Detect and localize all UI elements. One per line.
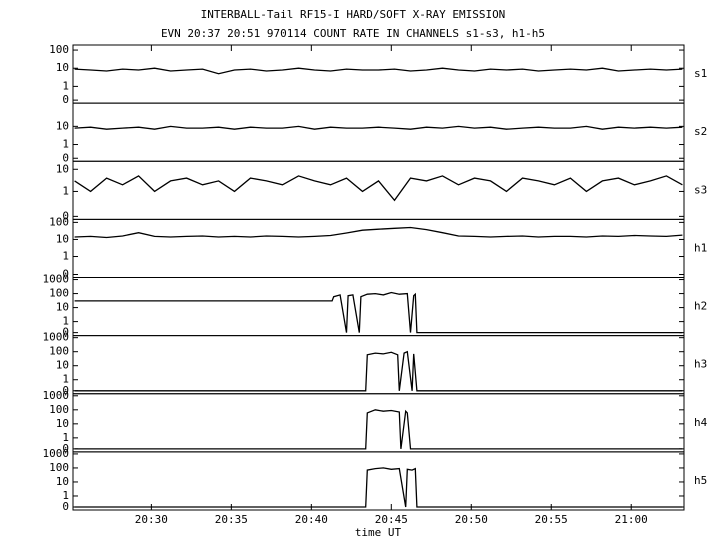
y-tick-label: 0 <box>62 93 69 106</box>
y-tick-label: 100 <box>49 43 69 56</box>
x-tick-label: 20:30 <box>135 513 168 526</box>
panel-label: s2 <box>694 125 707 138</box>
x-tick-label: 20:45 <box>375 513 408 526</box>
x-tick-label: 21:00 <box>615 513 648 526</box>
data-line <box>74 409 683 450</box>
y-tick-label: 1 <box>62 431 69 444</box>
y-tick-label: 1000 <box>43 447 70 460</box>
y-tick-label: 1000 <box>43 389 70 402</box>
y-tick-label: 1 <box>62 373 69 386</box>
panel-label: h2 <box>694 300 707 313</box>
y-tick-label: 10 <box>56 162 69 175</box>
data-line <box>74 125 683 130</box>
y-tick-label: 1 <box>62 184 69 197</box>
data-line <box>74 350 683 392</box>
y-tick-label: 100 <box>49 403 69 416</box>
y-tick-label: 0 <box>62 326 69 339</box>
y-tick-label: 100 <box>49 345 69 358</box>
y-tick-label: 1 <box>62 250 69 263</box>
y-tick-label: 1 <box>62 315 69 328</box>
panel-label: s1 <box>694 67 707 80</box>
y-tick-label: 10 <box>56 61 69 74</box>
x-tick-label: 20:50 <box>455 513 488 526</box>
chart-title: INTERBALL-Tail RF15-I HARD/SOFT X-RAY EM… <box>201 8 506 21</box>
panel-frame <box>72 451 685 511</box>
data-line <box>74 226 683 239</box>
x-tick-label: 20:40 <box>295 513 328 526</box>
y-tick-label: 100 <box>49 215 69 228</box>
y-tick-label: 10 <box>56 119 69 132</box>
x-tick-label: 20:55 <box>535 513 568 526</box>
panel-label: h4 <box>694 416 708 429</box>
panel-label: h5 <box>694 474 707 487</box>
y-tick-label: 100 <box>49 287 69 300</box>
x-tick-label: 20:35 <box>215 513 248 526</box>
y-tick-label: 0 <box>62 500 69 513</box>
y-tick-label: 1000 <box>43 273 70 286</box>
data-line <box>74 175 683 202</box>
y-tick-label: 0 <box>62 209 69 222</box>
y-tick-label: 1 <box>62 79 69 92</box>
y-tick-label: 1 <box>62 138 69 151</box>
y-tick-label: 10 <box>56 475 69 488</box>
panel-label: h3 <box>694 358 707 371</box>
x-axis-label: time UT <box>355 526 402 539</box>
y-tick-label: 1 <box>62 489 69 502</box>
y-tick-label: 1000 <box>43 331 70 344</box>
y-tick-label: 0 <box>62 442 69 455</box>
y-tick-label: 0 <box>62 151 69 164</box>
panel-label: h1 <box>694 241 707 254</box>
y-tick-label: 10 <box>56 232 69 245</box>
data-line <box>74 67 683 75</box>
y-tick-label: 100 <box>49 461 69 474</box>
data-line <box>74 467 683 508</box>
y-tick-label: 0 <box>62 268 69 281</box>
chart-subtitle: EVN 20:37 20:51 970114 COUNT RATE IN CHA… <box>161 27 545 40</box>
y-tick-label: 0 <box>62 384 69 397</box>
panel-label: s3 <box>694 183 707 196</box>
data-line <box>74 291 683 334</box>
y-tick-label: 10 <box>56 301 69 314</box>
y-tick-label: 10 <box>56 417 69 430</box>
y-tick-label: 10 <box>56 359 69 372</box>
